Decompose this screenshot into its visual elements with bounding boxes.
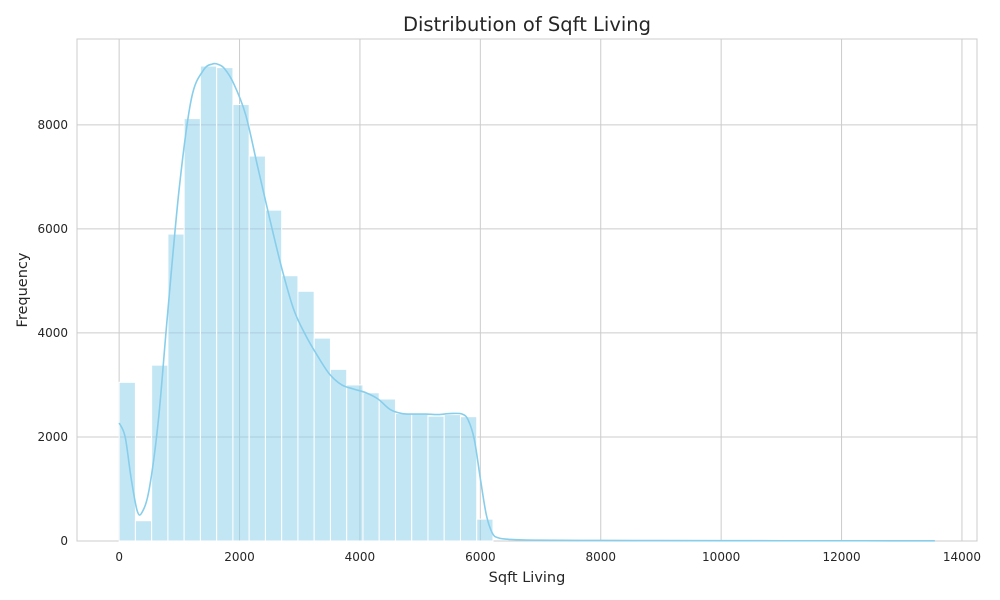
histogram-bar <box>346 384 364 542</box>
histogram-bar <box>313 337 331 542</box>
histogram-bar <box>183 118 201 542</box>
histogram-bar <box>118 381 136 542</box>
histogram-bar <box>297 290 315 542</box>
x-tick-label: 10000 <box>702 550 740 564</box>
x-tick-label: 12000 <box>822 550 860 564</box>
y-axis-label: Frequency <box>15 252 31 327</box>
tick-labels: 0 2000 4000 6000 8000 10000 12000 14000 0 2000 400… <box>37 118 981 564</box>
x-axis-label: Sqft Living <box>489 570 566 586</box>
y-tick-label: 4000 <box>37 326 68 340</box>
histogram-bar <box>329 368 348 542</box>
histogram-bar <box>232 104 250 542</box>
histogram-bar <box>378 398 396 542</box>
kde-line <box>118 62 935 542</box>
bars-layer <box>118 65 494 542</box>
histogram-bar <box>459 416 478 542</box>
x-tick-label: 2000 <box>224 550 255 564</box>
x-tick-label: 4000 <box>345 550 376 564</box>
x-tick-label: 6000 <box>465 550 496 564</box>
x-tick-label: 0 <box>115 550 123 564</box>
histogram-bar <box>427 415 445 542</box>
histogram-bar <box>216 67 234 542</box>
histogram-bar <box>394 413 413 542</box>
histogram-bar <box>443 414 461 542</box>
histogram-bar <box>362 392 380 542</box>
y-tick-label: 0 <box>60 534 68 548</box>
kde-layer <box>118 62 935 542</box>
y-tick-label: 6000 <box>37 222 68 236</box>
x-tick-label: 8000 <box>585 550 616 564</box>
histogram-bar <box>199 65 218 542</box>
histogram-bar <box>411 413 429 542</box>
histogram-bar <box>248 155 266 542</box>
y-tick-label: 8000 <box>37 118 68 132</box>
chart-title: Distribution of Sqft Living <box>403 13 651 36</box>
y-tick-label: 2000 <box>37 430 68 444</box>
histogram-bar <box>134 520 153 542</box>
x-tick-label: 14000 <box>943 550 981 564</box>
